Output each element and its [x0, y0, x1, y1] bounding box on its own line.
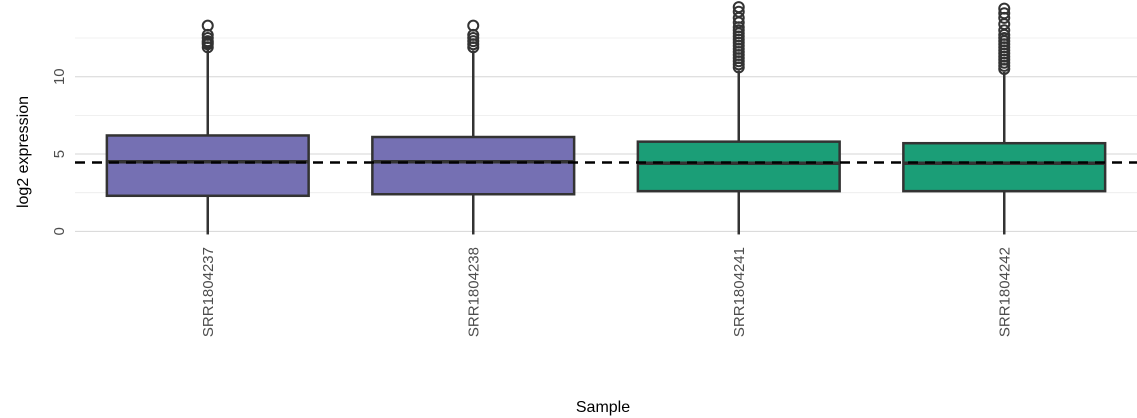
outlier-point [732, 5, 745, 18]
box-group [902, 2, 1107, 235]
outlier-point [732, 1, 745, 14]
box-iqr [636, 140, 841, 193]
box-group [105, 19, 310, 235]
box-iqr [371, 135, 576, 196]
y-tick-label: 0 [51, 227, 68, 235]
x-tick-label: SRR1804242 [996, 247, 1013, 337]
outlier-point [998, 2, 1011, 15]
box-group [371, 19, 576, 235]
outlier-point [998, 7, 1011, 20]
box-iqr [105, 134, 310, 198]
y-axis-ticks: 0 5 10 [51, 68, 68, 235]
y-tick-label: 5 [51, 150, 68, 158]
box-iqr [902, 141, 1107, 193]
y-axis-title: log2 expression [15, 96, 32, 208]
outlier-point [467, 19, 480, 32]
x-tick-label: SRR1804238 [465, 247, 482, 337]
x-tick-label: SRR1804237 [200, 247, 217, 337]
x-axis-ticks: SRR1804237 SRR1804238 SRR1804241 SRR1804242 [200, 247, 1014, 337]
x-axis-title: Sample [576, 399, 630, 416]
box-group [636, 1, 841, 235]
x-tick-label: SRR1804241 [731, 247, 748, 337]
y-tick-label: 10 [51, 68, 68, 85]
outlier-point [998, 24, 1011, 37]
box-layer [105, 1, 1107, 235]
outlier-point [201, 19, 214, 32]
